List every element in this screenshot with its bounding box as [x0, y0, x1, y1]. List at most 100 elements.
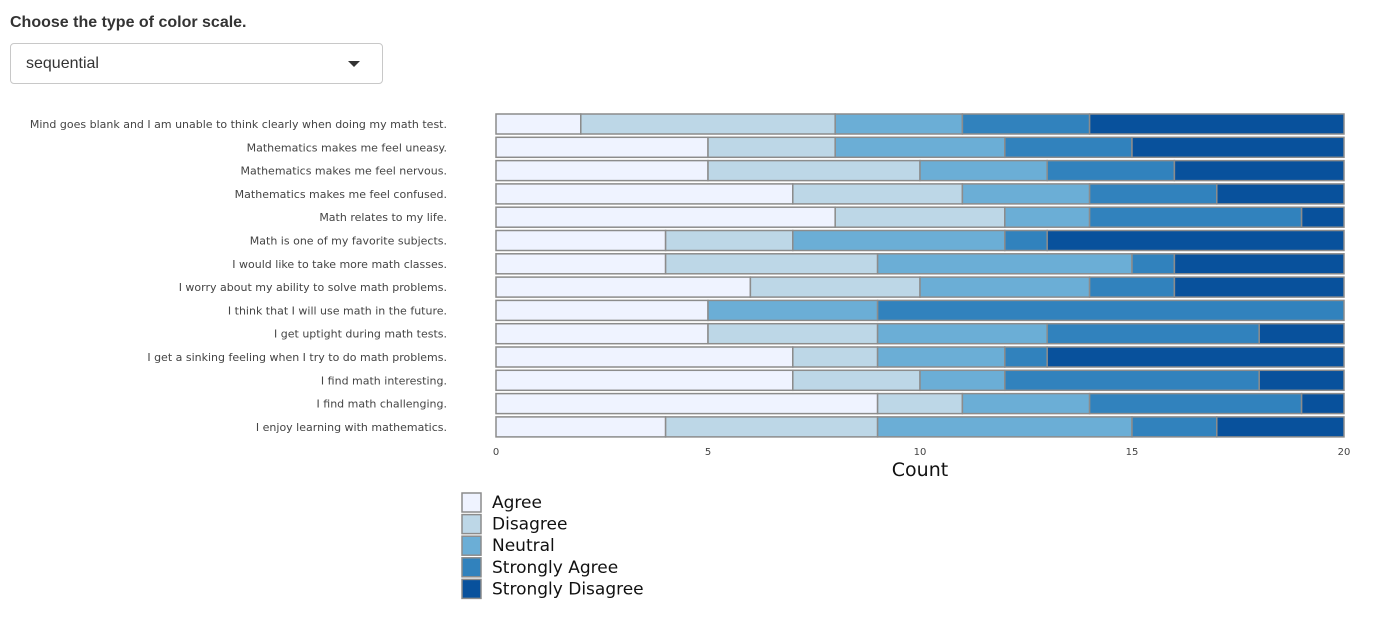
y-tick-label: I get uptight during math tests.: [274, 328, 447, 341]
y-tick-label: Mathematics makes me feel nervous.: [241, 165, 447, 178]
bar-segment: [495, 206, 836, 228]
bar-segment: [792, 183, 964, 205]
bar-segment: [1088, 113, 1345, 135]
y-tick-label: Mind goes blank and I am unable to think…: [30, 118, 447, 131]
bar-segment: [1004, 229, 1048, 252]
bar-segment: [1173, 159, 1345, 182]
x-axis-title: Count: [892, 459, 948, 481]
bar-segment: [1088, 276, 1176, 298]
bar-segment: [834, 113, 964, 135]
bar-segment: [495, 136, 709, 159]
bar-segment: [495, 416, 667, 438]
bar-segment: [834, 136, 1006, 159]
bar-segment: [495, 276, 752, 298]
legend-label: Strongly Agree: [492, 558, 618, 578]
legend-swatch: [461, 557, 482, 578]
bar-segment: [707, 299, 879, 322]
bar-segment: [1131, 136, 1345, 159]
bar-segment: [1258, 322, 1345, 345]
bar-segment: [834, 206, 1006, 228]
bar-segment: [961, 113, 1091, 135]
y-tick-label: I find math interesting.: [321, 374, 447, 387]
bar-segment: [495, 159, 709, 182]
x-tick-label: 5: [705, 447, 711, 458]
bar-segment: [961, 183, 1091, 205]
bar-segment: [707, 322, 879, 345]
bar-segment: [1088, 206, 1303, 228]
bars-group: [495, 113, 1345, 438]
y-tick-label: Math is one of my favorite subjects.: [250, 235, 447, 248]
bar-segment: [876, 416, 1133, 438]
bar-segment: [1004, 136, 1133, 159]
bar-segment: [876, 299, 1345, 322]
y-tick-label: I worry about my ability to solve math p…: [179, 281, 447, 294]
y-tick-label: I get a sinking feeling when I try to do…: [147, 351, 447, 364]
bar-segment: [1131, 416, 1218, 438]
legend-label: Neutral: [492, 536, 555, 556]
bar-segment: [1131, 253, 1176, 275]
bar-segment: [792, 346, 879, 368]
legend-label: Strongly Disagree: [492, 579, 644, 599]
y-tick-label: Mathematics makes me feel confused.: [235, 188, 447, 201]
y-axis-labels: Mind goes blank and I am unable to think…: [30, 118, 447, 434]
bar-segment: [664, 253, 879, 275]
y-tick-label: I find math challenging.: [317, 398, 447, 411]
y-tick-label: Mathematics makes me feel uneasy.: [247, 141, 447, 154]
bar-segment: [495, 392, 879, 415]
chevron-down-icon: [348, 61, 360, 67]
y-tick-label: I would like to take more math classes.: [232, 258, 447, 271]
x-axis: 0 5 10 15 20: [493, 447, 1351, 458]
bar-segment: [495, 113, 582, 135]
bar-segment: [792, 229, 1006, 252]
color-scale-select[interactable]: sequential: [10, 43, 383, 84]
bar-segment: [961, 392, 1091, 415]
bar-segment: [495, 346, 794, 368]
bar-segment: [876, 392, 964, 415]
color-scale-selected-value: sequential: [26, 55, 99, 72]
bar-segment: [1004, 346, 1048, 368]
bar-segment: [1216, 183, 1345, 205]
y-tick-label: I think that I will use math in the futu…: [228, 304, 447, 317]
bar-segment: [495, 253, 667, 275]
bar-segment: [1046, 229, 1345, 252]
bar-segment: [1046, 322, 1260, 345]
legend-swatch: [461, 492, 482, 513]
bar-segment: [876, 322, 1048, 345]
bar-segment: [1046, 346, 1345, 368]
y-tick-label: I enjoy learning with mathematics.: [256, 421, 447, 434]
bar-segment: [919, 276, 1091, 298]
bar-segment: [664, 229, 794, 252]
bar-segment: [876, 253, 1133, 275]
bar-segment: [1173, 253, 1345, 275]
legend-label: Agree: [492, 493, 542, 513]
x-tick-label: 20: [1338, 447, 1351, 458]
legend-swatch: [461, 535, 482, 556]
bar-segment: [1258, 369, 1345, 392]
bar-segment: [1300, 392, 1345, 415]
bar-segment: [1216, 416, 1345, 438]
color-scale-label: Choose the type of color scale.: [10, 14, 247, 31]
bar-segment: [1004, 369, 1260, 392]
bar-segment: [919, 369, 1006, 392]
bar-segment: [495, 229, 667, 252]
bar-segment: [792, 369, 921, 392]
legend-swatch: [461, 513, 482, 535]
bar-segment: [664, 416, 879, 438]
bar-segment: [495, 299, 709, 322]
x-tick-label: 0: [493, 447, 499, 458]
bar-segment: [919, 159, 1048, 182]
bar-segment: [876, 346, 1006, 368]
y-tick-label: Math relates to my life.: [319, 211, 447, 224]
bar-segment: [1300, 206, 1345, 228]
x-tick-label: 10: [914, 447, 927, 458]
x-tick-label: 15: [1126, 447, 1139, 458]
legend-swatch: [461, 578, 482, 600]
legend-label: Disagree: [492, 515, 567, 535]
bar-segment: [1046, 159, 1176, 182]
bar-segment: [1088, 183, 1218, 205]
bar-segment: [1173, 276, 1345, 298]
bar-segment: [707, 159, 921, 182]
bar-segment: [495, 369, 794, 392]
